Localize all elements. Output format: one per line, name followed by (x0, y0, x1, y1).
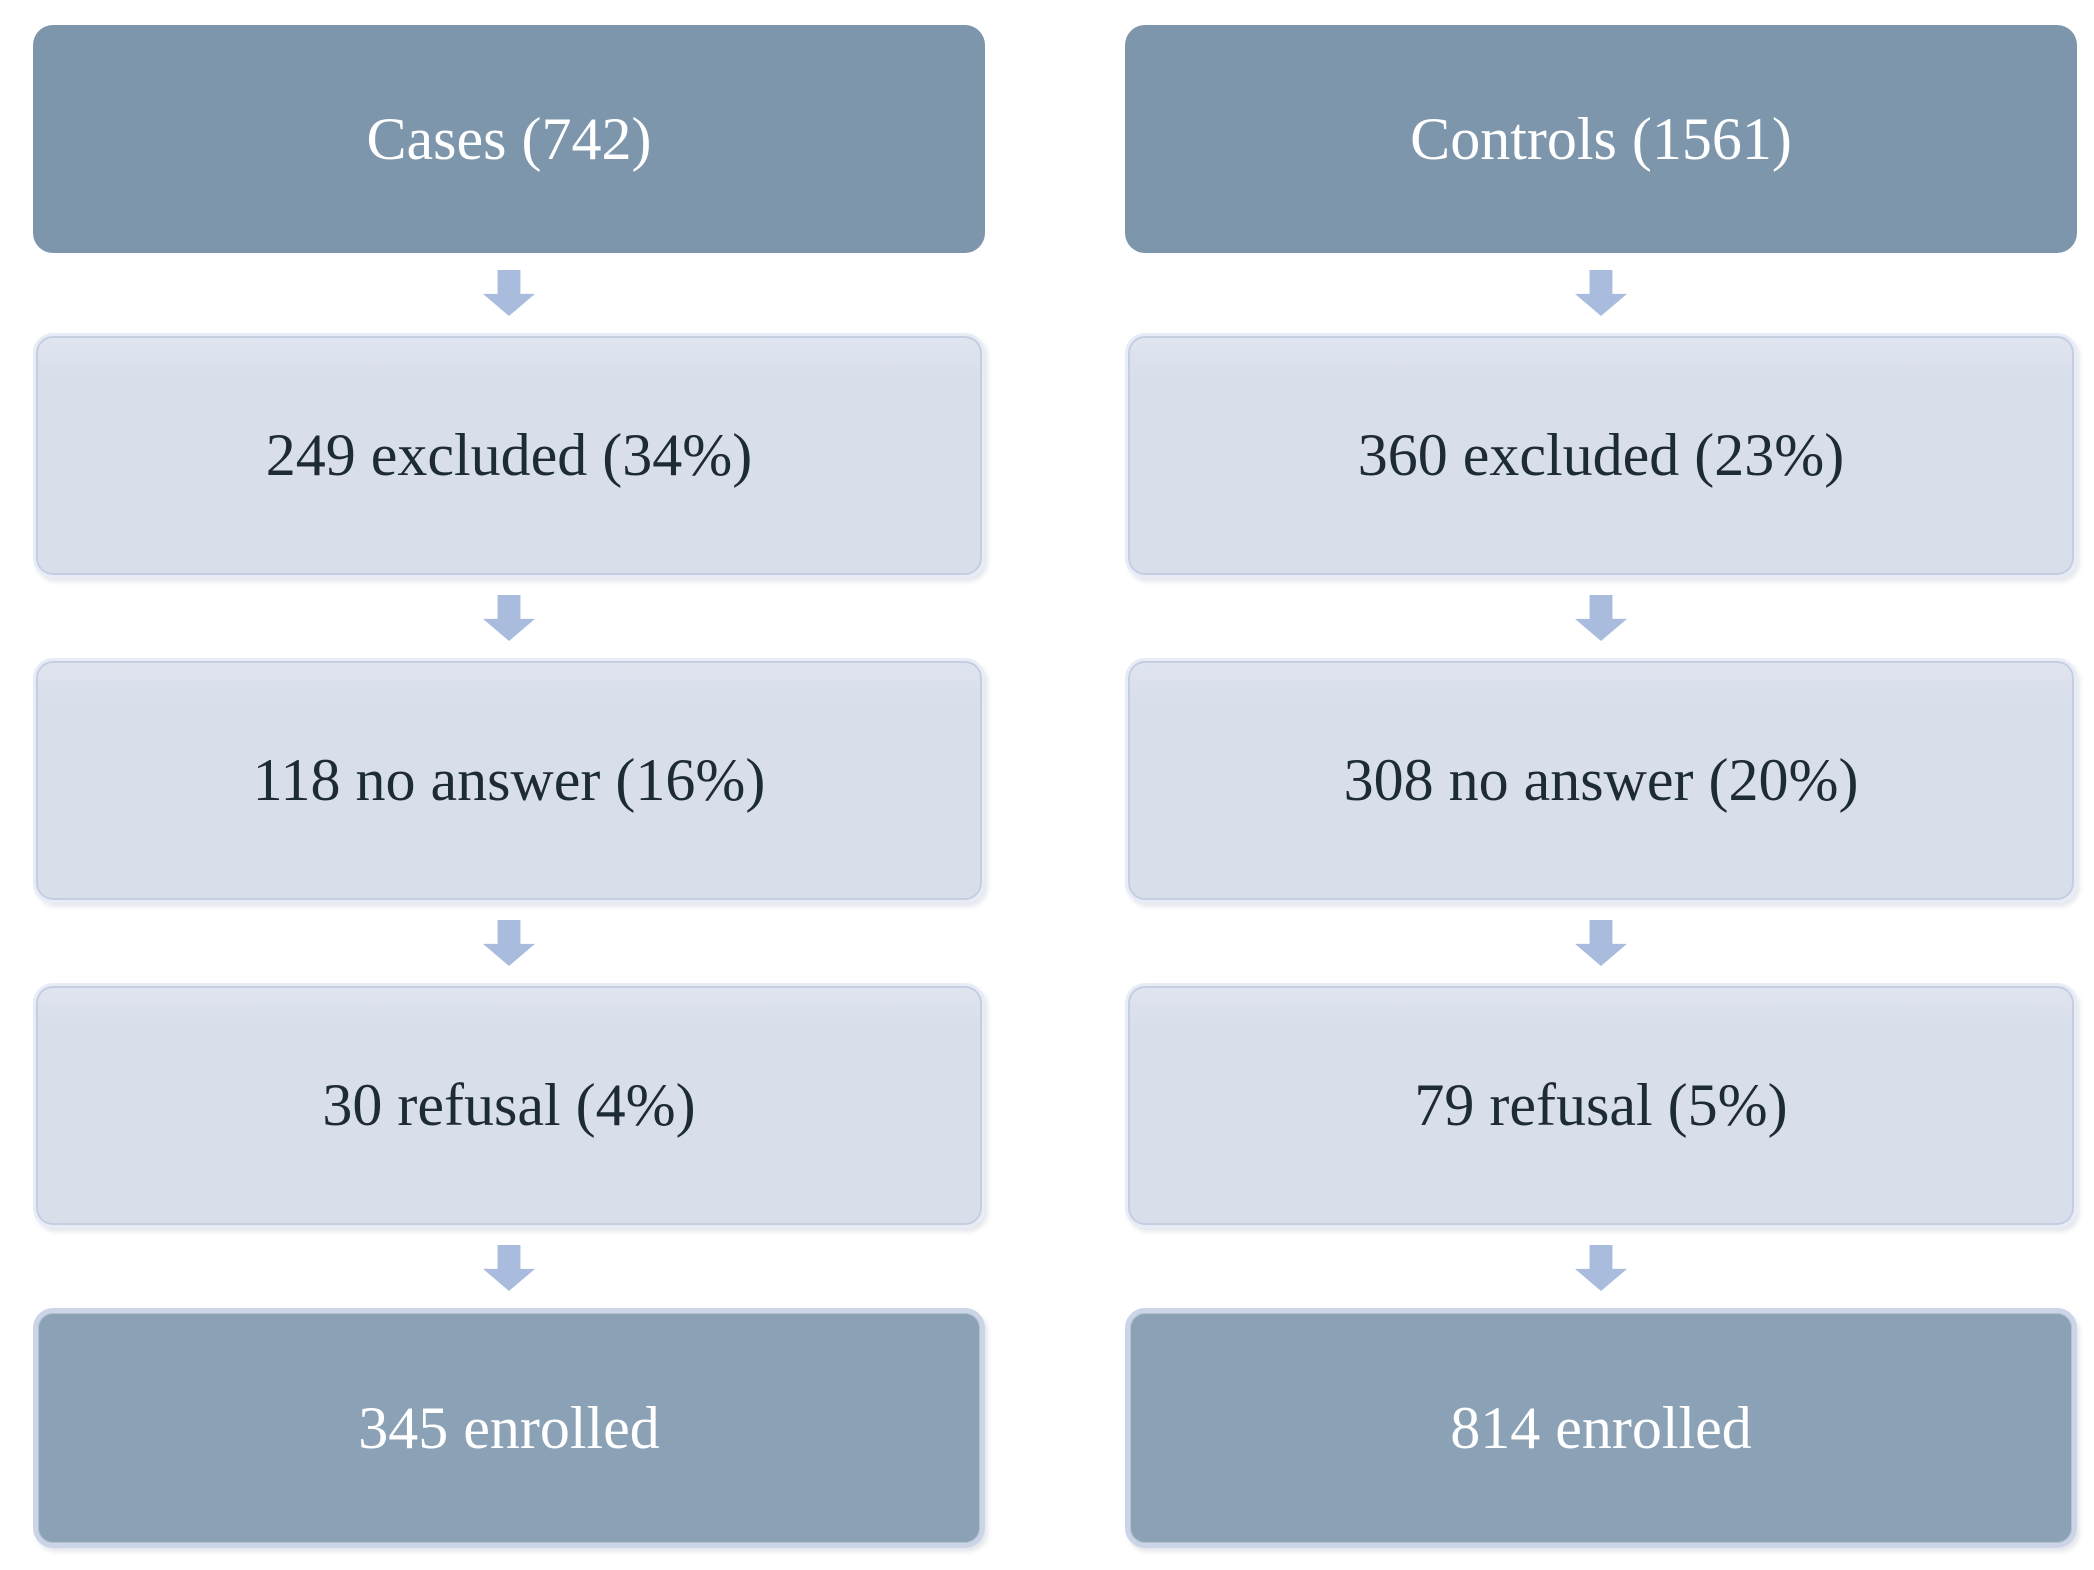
controls-header-label: Controls (1561) (1410, 105, 1792, 172)
cases-arrow-slot-1 (33, 253, 985, 333)
controls-down-arrow-3-icon (1575, 920, 1627, 966)
cases-enrolled-box: 345 enrolled (33, 1308, 985, 1548)
cases-column: Cases (742) 249 excluded (34%) 118 no an… (33, 25, 985, 1570)
controls-excluded-label: 360 excluded (23%) (1357, 422, 1845, 488)
controls-no-answer-label: 308 no answer (20%) (1343, 747, 1859, 813)
cases-down-arrow-2-icon (483, 595, 535, 641)
cases-down-arrow-4-icon (483, 1245, 535, 1291)
cases-header-label: Cases (742) (366, 105, 652, 172)
cases-down-arrow-3-icon (483, 920, 535, 966)
controls-arrow-slot-4 (1125, 1228, 2077, 1308)
cases-enrolled-label: 345 enrolled (358, 1394, 660, 1461)
controls-arrow-slot-2 (1125, 578, 2077, 658)
controls-header-box: Controls (1561) (1125, 25, 2077, 253)
cases-no-answer-box: 118 no answer (16%) (33, 658, 985, 903)
controls-column: Controls (1561) 360 excluded (23%) 308 n… (1125, 25, 2077, 1570)
cases-refusal-box: 30 refusal (4%) (33, 983, 985, 1228)
controls-refusal-label: 79 refusal (5%) (1414, 1072, 1788, 1138)
controls-excluded-box: 360 excluded (23%) (1125, 333, 2077, 578)
controls-refusal-box: 79 refusal (5%) (1125, 983, 2077, 1228)
cases-excluded-box: 249 excluded (34%) (33, 333, 985, 578)
cases-arrow-slot-3 (33, 903, 985, 983)
cases-header-box: Cases (742) (33, 25, 985, 253)
controls-down-arrow-4-icon (1575, 1245, 1627, 1291)
controls-enrolled-label: 814 enrolled (1450, 1394, 1752, 1461)
cases-excluded-label: 249 excluded (34%) (265, 422, 753, 488)
cases-down-arrow-1-icon (483, 270, 535, 316)
controls-down-arrow-2-icon (1575, 595, 1627, 641)
controls-enrolled-box: 814 enrolled (1125, 1308, 2077, 1548)
controls-arrow-slot-3 (1125, 903, 2077, 983)
controls-arrow-slot-1 (1125, 253, 2077, 333)
cases-arrow-slot-2 (33, 578, 985, 658)
cases-no-answer-label: 118 no answer (16%) (252, 747, 766, 813)
controls-down-arrow-1-icon (1575, 270, 1627, 316)
cases-refusal-label: 30 refusal (4%) (322, 1072, 696, 1138)
cases-arrow-slot-4 (33, 1228, 985, 1308)
controls-no-answer-box: 308 no answer (20%) (1125, 658, 2077, 903)
